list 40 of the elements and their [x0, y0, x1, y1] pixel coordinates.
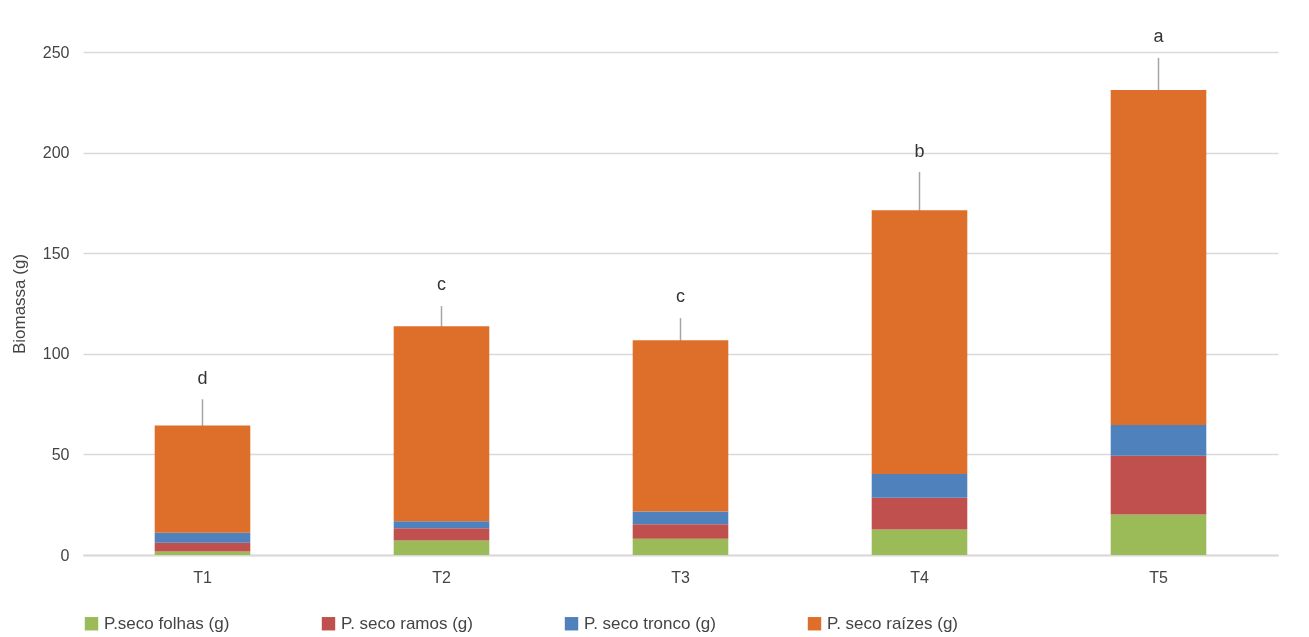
- annotation: a: [1153, 26, 1165, 47]
- y-axis-title: Biomassa (g): [9, 253, 29, 355]
- y-tick-label: 250: [42, 43, 70, 61]
- bar: [1110, 425, 1207, 456]
- x-tick-label: T5: [1149, 568, 1168, 586]
- bar: [871, 210, 968, 475]
- bar: [871, 497, 968, 530]
- bar: [632, 340, 729, 512]
- x-tick-label: T3: [671, 568, 690, 586]
- y-tick-label: 200: [42, 144, 70, 162]
- bar: [154, 542, 251, 552]
- bar: [632, 511, 729, 525]
- bar: [632, 524, 729, 539]
- y-tick-label: 100: [42, 345, 70, 363]
- bar: [393, 540, 490, 555]
- legend-label: P. seco tronco (g): [584, 613, 716, 633]
- annotation: c: [676, 285, 685, 306]
- bar: [154, 532, 251, 543]
- bar: [632, 538, 729, 555]
- legend-label: P. seco raízes (g): [827, 613, 959, 633]
- bar: [393, 528, 490, 541]
- legend-label: P.seco folhas (g): [104, 613, 230, 633]
- bar: [154, 425, 251, 533]
- bar: [393, 326, 490, 522]
- y-tick-label: 50: [51, 445, 70, 463]
- bar: [1110, 455, 1207, 515]
- bar: [871, 529, 968, 555]
- annotation: d: [197, 368, 208, 389]
- annotation: b: [914, 140, 925, 161]
- bar: [1110, 90, 1207, 426]
- annotation: c: [437, 273, 446, 294]
- x-tick-label: T2: [432, 568, 451, 586]
- legend-label: P. seco ramos (g): [341, 613, 473, 633]
- bar: [1110, 514, 1207, 555]
- x-tick-label: T4: [910, 568, 929, 586]
- y-tick-label: 150: [42, 244, 70, 262]
- bar: [871, 474, 968, 498]
- x-tick-label: T1: [193, 568, 212, 586]
- bar: [393, 521, 490, 529]
- y-tick-label: 0: [60, 546, 70, 564]
